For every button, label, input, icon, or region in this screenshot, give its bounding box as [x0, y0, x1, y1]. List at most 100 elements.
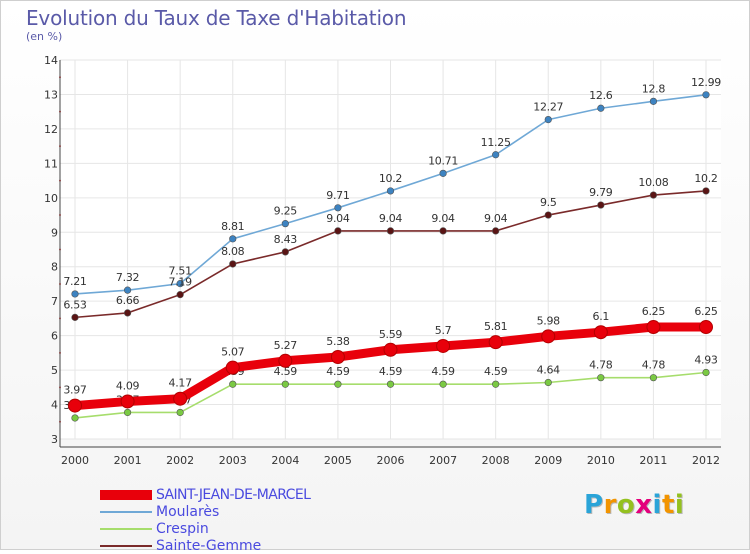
- chart-title: Evolution du Taux de Taxe d'Habitation: [26, 6, 407, 30]
- data-label: 5.07: [221, 346, 245, 359]
- data-point: [229, 235, 237, 243]
- data-point: [597, 374, 605, 382]
- data-label: 3.97: [63, 384, 87, 397]
- data-point: [123, 286, 132, 294]
- data-label: 9.79: [589, 186, 613, 199]
- y-tick-label: 8: [51, 261, 58, 274]
- data-point: [281, 248, 289, 256]
- data-point: [176, 280, 184, 288]
- data-label: 7.51: [169, 265, 192, 278]
- legend-item: SAINT-JEAN-DE-MARCEL: [100, 486, 311, 503]
- y-tick-label: 6: [51, 330, 58, 343]
- data-point: [541, 329, 556, 344]
- data-label: 9.71: [326, 189, 349, 202]
- y-tick-label: 4: [51, 399, 58, 412]
- y-tick-label: 12: [44, 123, 58, 136]
- legend-label: Moularès: [156, 503, 220, 520]
- data-label: 9.04: [379, 212, 403, 225]
- data-label: 4.78: [589, 359, 613, 372]
- logo-letter: r: [603, 490, 617, 520]
- data-label: 5.81: [484, 320, 507, 333]
- data-point: [492, 151, 500, 159]
- data-point: [597, 201, 605, 209]
- data-point: [439, 227, 447, 235]
- data-label: 7.32: [116, 271, 139, 284]
- x-tick-label: 2003: [219, 454, 247, 467]
- data-point: [334, 380, 342, 388]
- data-label: 5.38: [326, 335, 350, 348]
- data-label: 9.25: [274, 205, 298, 218]
- data-point: [436, 338, 451, 353]
- data-point: [544, 211, 552, 219]
- data-point: [176, 408, 184, 417]
- logo-letter: i: [652, 490, 662, 520]
- x-tick-label: 2012: [692, 454, 720, 467]
- data-point: [439, 380, 447, 388]
- legend-item: Sainte-Gemme: [100, 537, 310, 554]
- data-point: [281, 380, 289, 388]
- data-point: [386, 227, 395, 235]
- data-label: 4.17: [169, 377, 193, 390]
- data-point: [68, 398, 82, 413]
- data-label: 4.59: [379, 365, 403, 378]
- legend-swatch: [100, 544, 152, 547]
- data-label: 8.43: [274, 233, 298, 246]
- data-point: [544, 378, 552, 387]
- legend-label: Sainte-Gemme: [156, 537, 262, 554]
- data-label: 6.53: [63, 298, 87, 311]
- data-point: [123, 309, 132, 317]
- x-tick-label: 2000: [61, 454, 89, 467]
- data-label: 5.27: [274, 339, 298, 352]
- data-point: [330, 349, 345, 364]
- data-point: [649, 374, 658, 382]
- x-tick-label: 2005: [324, 454, 352, 467]
- data-point: [439, 169, 447, 177]
- data-point: [120, 394, 135, 409]
- data-label: 4.93: [694, 354, 718, 367]
- data-point: [593, 325, 608, 340]
- data-label: 4.09: [116, 379, 140, 392]
- data-label: 8.81: [221, 220, 244, 233]
- y-tick-label: 11: [44, 157, 58, 170]
- data-label: 9.04: [326, 212, 350, 225]
- y-tick-label: 13: [44, 88, 58, 101]
- data-point: [71, 290, 79, 298]
- data-label: 8.08: [221, 245, 245, 258]
- data-label: 11.25: [481, 136, 511, 149]
- data-point: [386, 187, 395, 195]
- data-label: 12.99: [691, 76, 721, 89]
- data-label: 5.7: [435, 324, 452, 337]
- data-label: 9.04: [484, 212, 508, 225]
- legend-swatch: [100, 510, 152, 513]
- data-label: 6.25: [642, 305, 666, 318]
- y-tick-label: 3: [51, 433, 58, 446]
- data-label: 7.21: [63, 275, 86, 288]
- data-label: 4.59: [326, 365, 350, 378]
- data-label: 10.2: [379, 172, 402, 185]
- y-tick-label: 14: [44, 54, 58, 67]
- data-label: 10.08: [638, 176, 668, 189]
- data-label: 4.64: [537, 363, 561, 376]
- logo-letter: o: [616, 490, 636, 520]
- data-label: 10.2: [694, 172, 717, 185]
- x-tick-label: 2009: [534, 454, 562, 467]
- data-point: [229, 260, 237, 268]
- data-label: 10.71: [428, 154, 458, 167]
- logo-letter: i: [674, 490, 685, 520]
- data-point: [123, 408, 132, 417]
- y-tick-label: 7: [51, 295, 58, 308]
- data-label: 7.19: [169, 276, 193, 289]
- data-label: 6.1: [593, 310, 610, 323]
- data-point: [702, 187, 710, 195]
- x-tick-label: 2004: [271, 454, 299, 467]
- proxiti-logo: Proxiti: [584, 490, 684, 520]
- data-point: [176, 291, 184, 299]
- y-tick-label: 10: [44, 192, 58, 205]
- data-label: 4.59: [431, 365, 455, 378]
- x-tick-label: 2011: [639, 454, 667, 467]
- data-point: [702, 91, 710, 99]
- data-label: 5.98: [537, 314, 561, 327]
- x-tick-label: 2008: [482, 454, 510, 467]
- data-point: [334, 204, 342, 212]
- data-label: 6.66: [116, 294, 140, 307]
